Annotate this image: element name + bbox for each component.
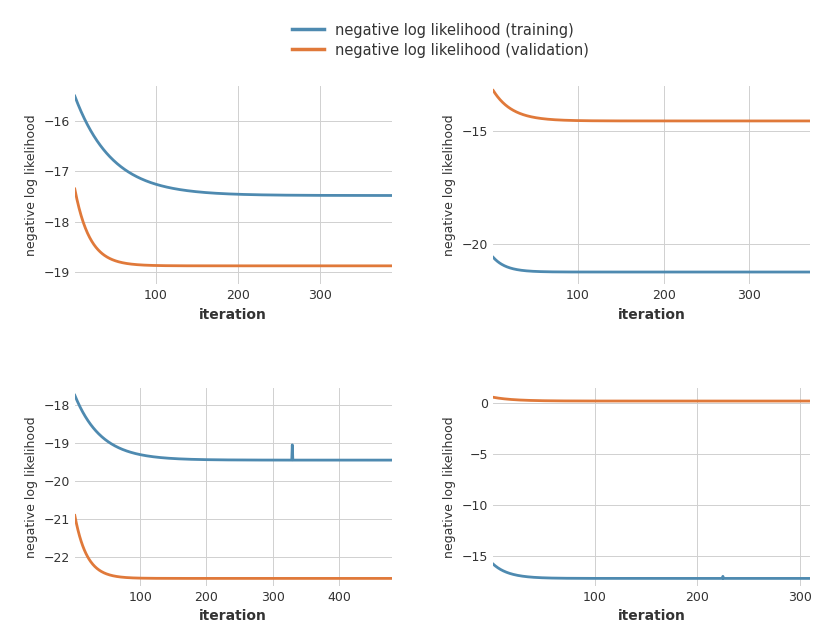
- X-axis label: iteration: iteration: [199, 308, 268, 322]
- Y-axis label: negative log likelihood: negative log likelihood: [25, 416, 38, 557]
- Y-axis label: negative log likelihood: negative log likelihood: [444, 416, 456, 557]
- X-axis label: iteration: iteration: [617, 610, 686, 624]
- Legend: negative log likelihood (training), negative log likelihood (validation): negative log likelihood (training), nega…: [292, 23, 589, 57]
- Y-axis label: negative log likelihood: negative log likelihood: [25, 115, 38, 256]
- X-axis label: iteration: iteration: [199, 610, 268, 624]
- X-axis label: iteration: iteration: [617, 308, 686, 322]
- Y-axis label: negative log likelihood: negative log likelihood: [444, 115, 456, 256]
